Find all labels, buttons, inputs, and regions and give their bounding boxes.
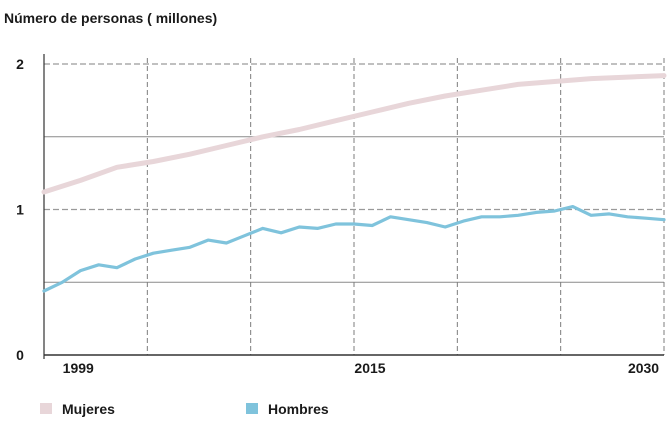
axes [43, 54, 664, 359]
x-tick-label: 2015 [354, 360, 385, 376]
series-line-mujeres [41, 73, 667, 195]
legend-swatch-hombres [246, 403, 258, 414]
series-layer [41, 73, 667, 293]
x-tick-label: 2030 [628, 360, 659, 376]
series-line-hombres [42, 205, 666, 293]
legend: Mujeres Hombres [40, 401, 329, 417]
tick-labels: 0 1 2 1999 2015 2030 [16, 56, 659, 376]
x-tick-label: 1999 [63, 360, 94, 376]
y-tick-label: 2 [16, 56, 24, 72]
legend-label-hombres: Hombres [268, 401, 329, 417]
y-tick-label: 1 [16, 202, 24, 218]
legend-label-mujeres: Mujeres [62, 401, 115, 417]
grid [44, 58, 665, 355]
y-tick-label: 0 [16, 347, 24, 363]
y-axis-label: Número de personas ( millones) [4, 10, 217, 26]
legend-swatch-mujeres [40, 403, 52, 414]
